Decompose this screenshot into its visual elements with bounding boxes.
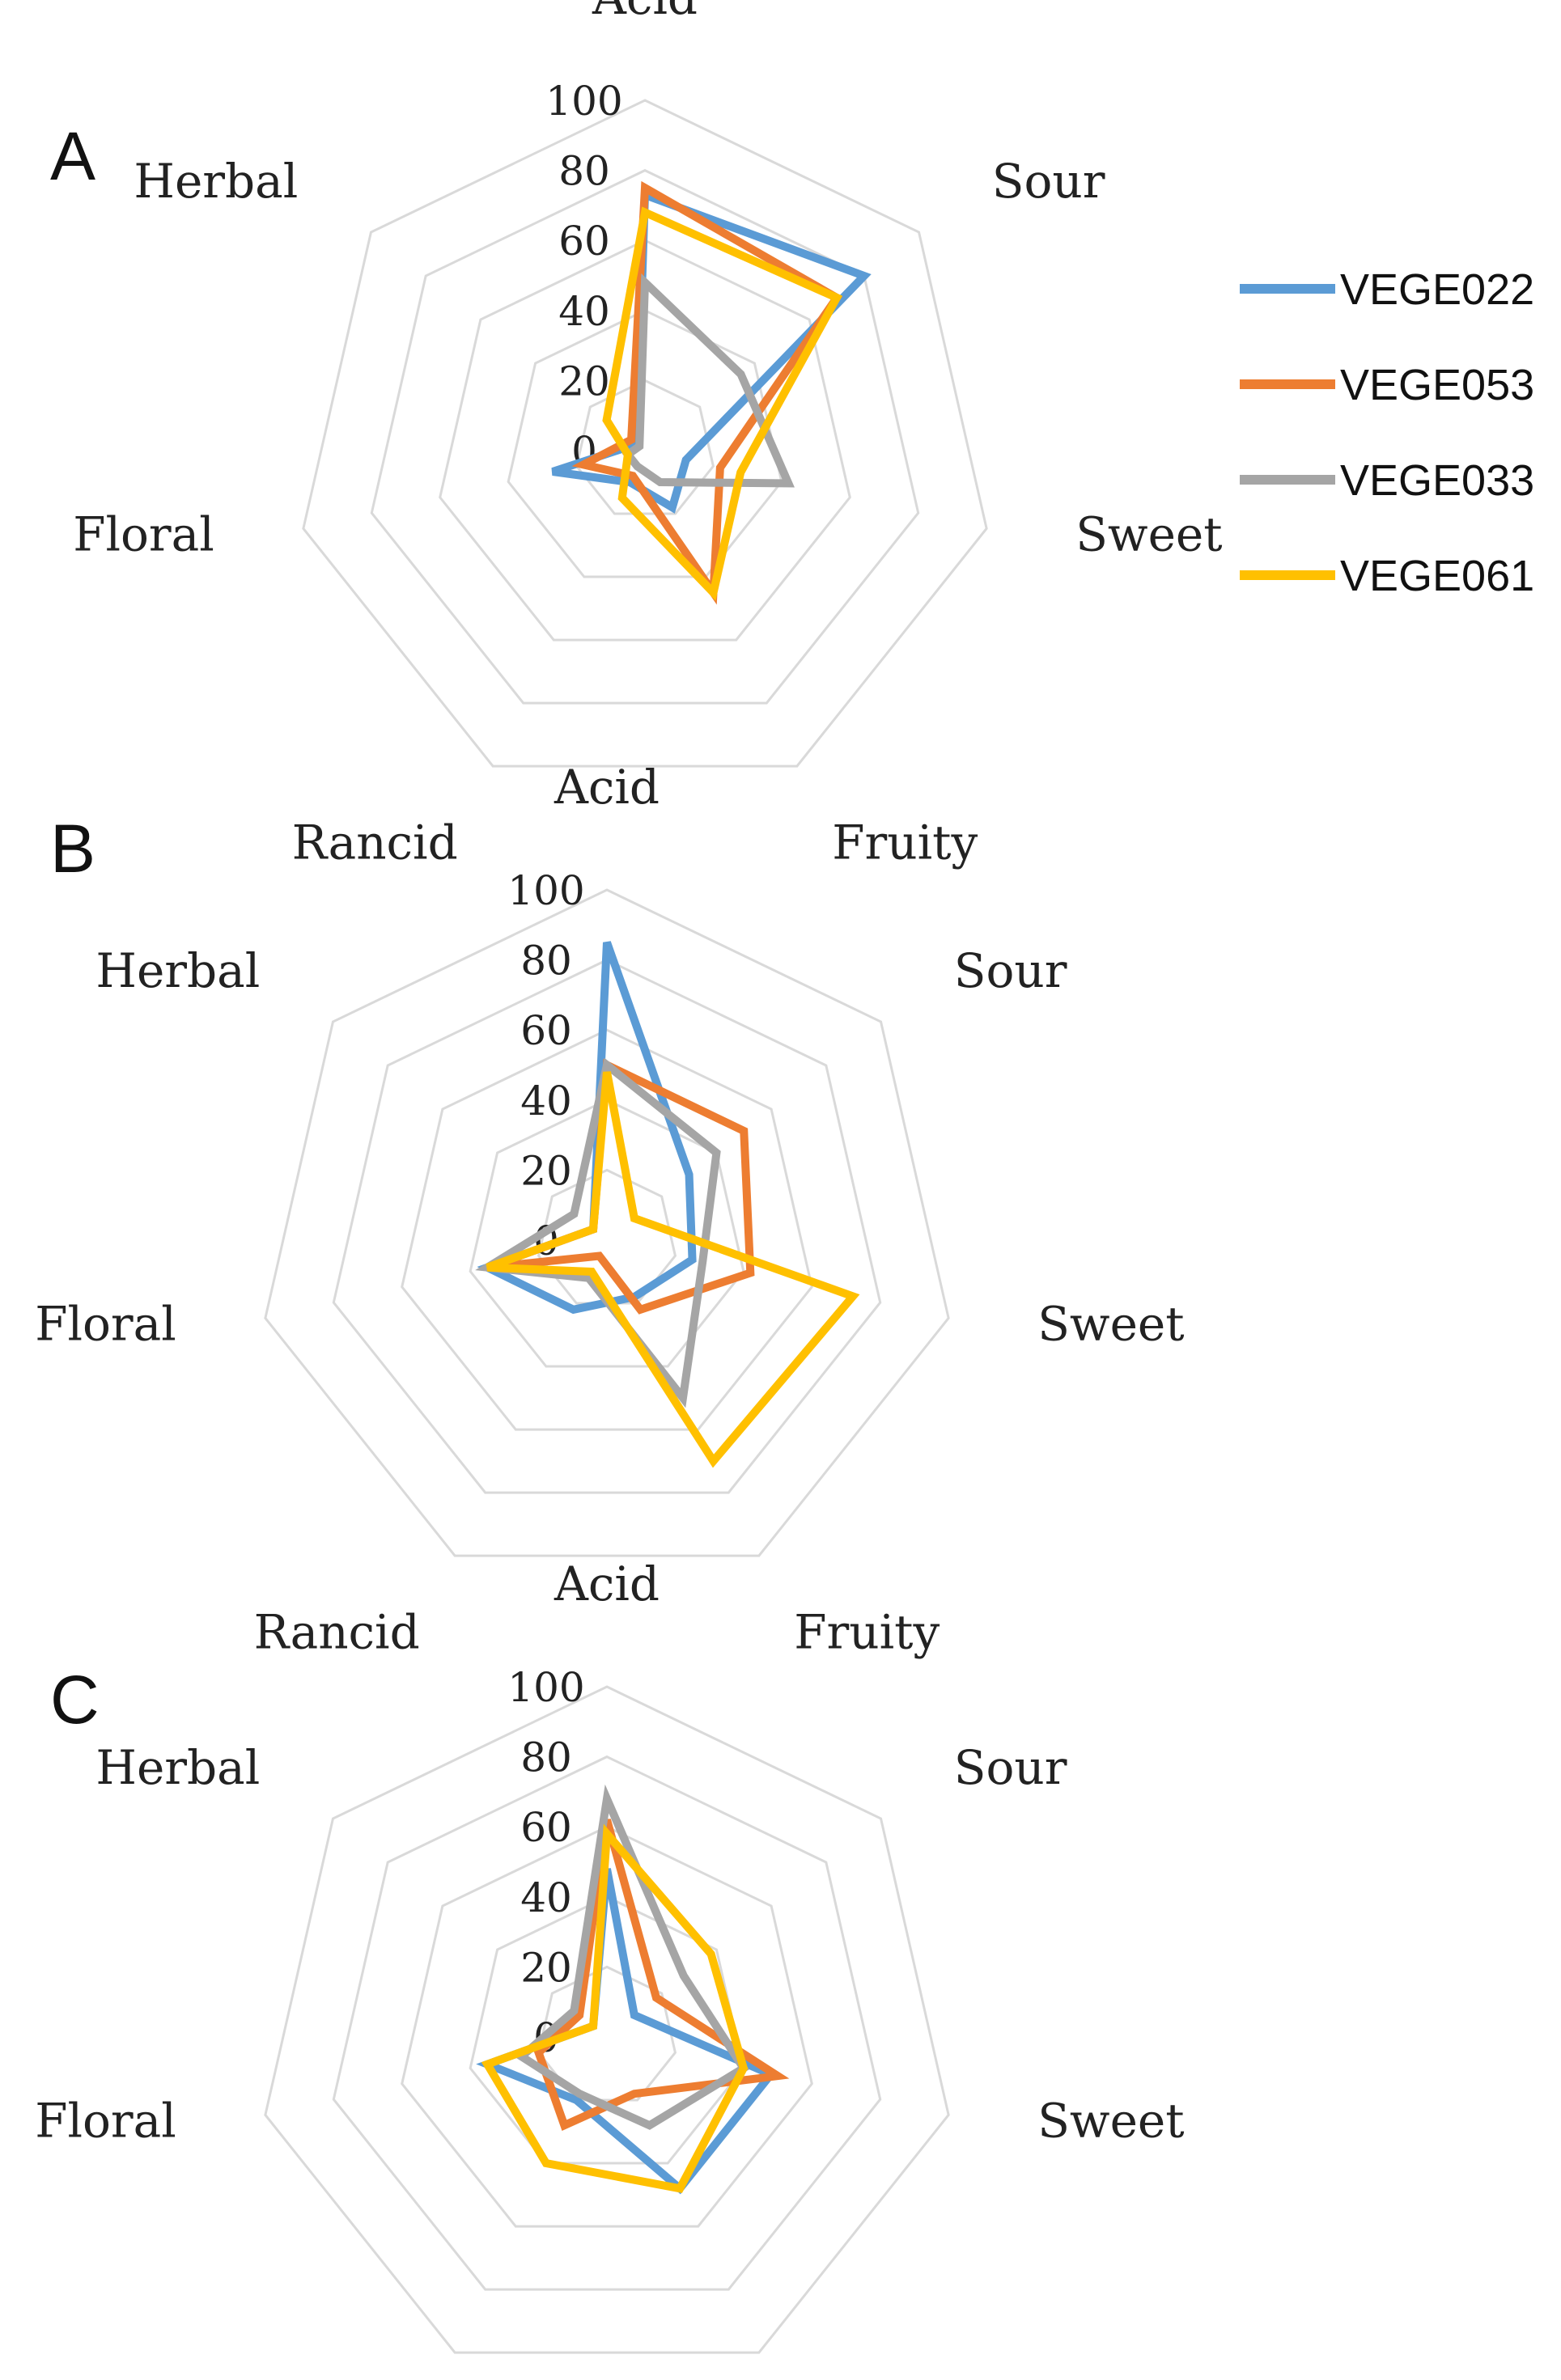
tick-label: 40 (520, 1078, 572, 1124)
axis-label-acid: Acid (592, 0, 698, 25)
tick-label: 60 (520, 1804, 572, 1851)
legend-label-vege053: VEGE053 (1340, 361, 1534, 409)
series-line-vege061 (486, 1071, 860, 1468)
legend-label-vege061: VEGE061 (1340, 552, 1534, 600)
tick-label: 100 (507, 867, 584, 914)
radar-panel-b: B020406080100AcidSourSweetFruityRancidFl… (35, 760, 1184, 1659)
tick-label: 80 (520, 1734, 572, 1781)
axis-label-herbal: Herbal (134, 154, 298, 209)
series-line-vege033 (621, 273, 795, 488)
series-line-vege061 (481, 1823, 749, 2193)
tick-label: 40 (558, 288, 610, 335)
grid-ring (332, 958, 882, 1494)
axis-label-floral: Floral (35, 2093, 176, 2148)
axis-label-sour: Sour (954, 1740, 1067, 1795)
legend-label-vege033: VEGE033 (1340, 456, 1534, 505)
grid-ring (575, 379, 715, 515)
tick-label: 100 (507, 1664, 584, 1711)
tick-label: 60 (520, 1007, 572, 1054)
grid-ring (370, 168, 920, 705)
tick-label: 100 (545, 78, 622, 125)
grid-ring (469, 1895, 745, 2165)
grid-ring (401, 1825, 813, 2228)
grid-ring (439, 239, 851, 642)
series-line-vege061 (602, 206, 842, 601)
axis-label-rancid: Rancid (292, 815, 458, 870)
grid-ring (264, 888, 950, 1557)
grid-ring (264, 1685, 950, 2354)
axis-label-sweet: Sweet (1037, 1296, 1184, 1351)
axis-label-sour: Sour (992, 154, 1105, 209)
grid-ring (302, 99, 988, 768)
radar-panel-a: A020406080100AcidSourSweetFruityRancidFl… (50, 0, 1223, 870)
panel-letter: A (50, 118, 95, 194)
axis-label-sweet: Sweet (1037, 2093, 1184, 2148)
axis-label-rancid: Rancid (254, 1604, 420, 1659)
axis-label-floral: Floral (73, 506, 214, 561)
series-line-vege053 (533, 1819, 790, 2132)
series-line-vege033 (515, 1784, 749, 2130)
axis-label-herbal: Herbal (95, 943, 260, 998)
legend: VEGE022 VEGE053 VEGE033 VEGE061 (1240, 265, 1534, 600)
tick-label: 20 (520, 1147, 572, 1194)
axis-label-fruity: Fruity (794, 1604, 940, 1659)
axis-label-sour: Sour (954, 943, 1067, 998)
panel-letter: C (50, 1662, 100, 1738)
tick-label: 80 (520, 938, 572, 985)
tick-label: 20 (558, 358, 610, 404)
tick-label: 60 (558, 218, 610, 265)
axis-label-herbal: Herbal (95, 1740, 260, 1795)
axis-label-sweet: Sweet (1075, 506, 1222, 561)
tick-label: 40 (520, 1874, 572, 1921)
grid-ring (469, 1099, 745, 1368)
radar-panel-c: C020406080100AcidSourSweetFruityRancidFl… (35, 1556, 1185, 2354)
grid-ring (401, 1028, 813, 1431)
grid-ring (332, 1755, 882, 2291)
tick-label: 20 (520, 1944, 572, 1991)
panel-letter: B (50, 811, 95, 887)
axis-label-acid: Acid (554, 760, 660, 815)
legend-label-vege022: VEGE022 (1340, 265, 1534, 314)
axis-label-floral: Floral (35, 1296, 176, 1351)
axis-label-fruity: Fruity (832, 815, 978, 870)
tick-label: 80 (558, 148, 610, 195)
axis-label-acid: Acid (554, 1556, 660, 1611)
